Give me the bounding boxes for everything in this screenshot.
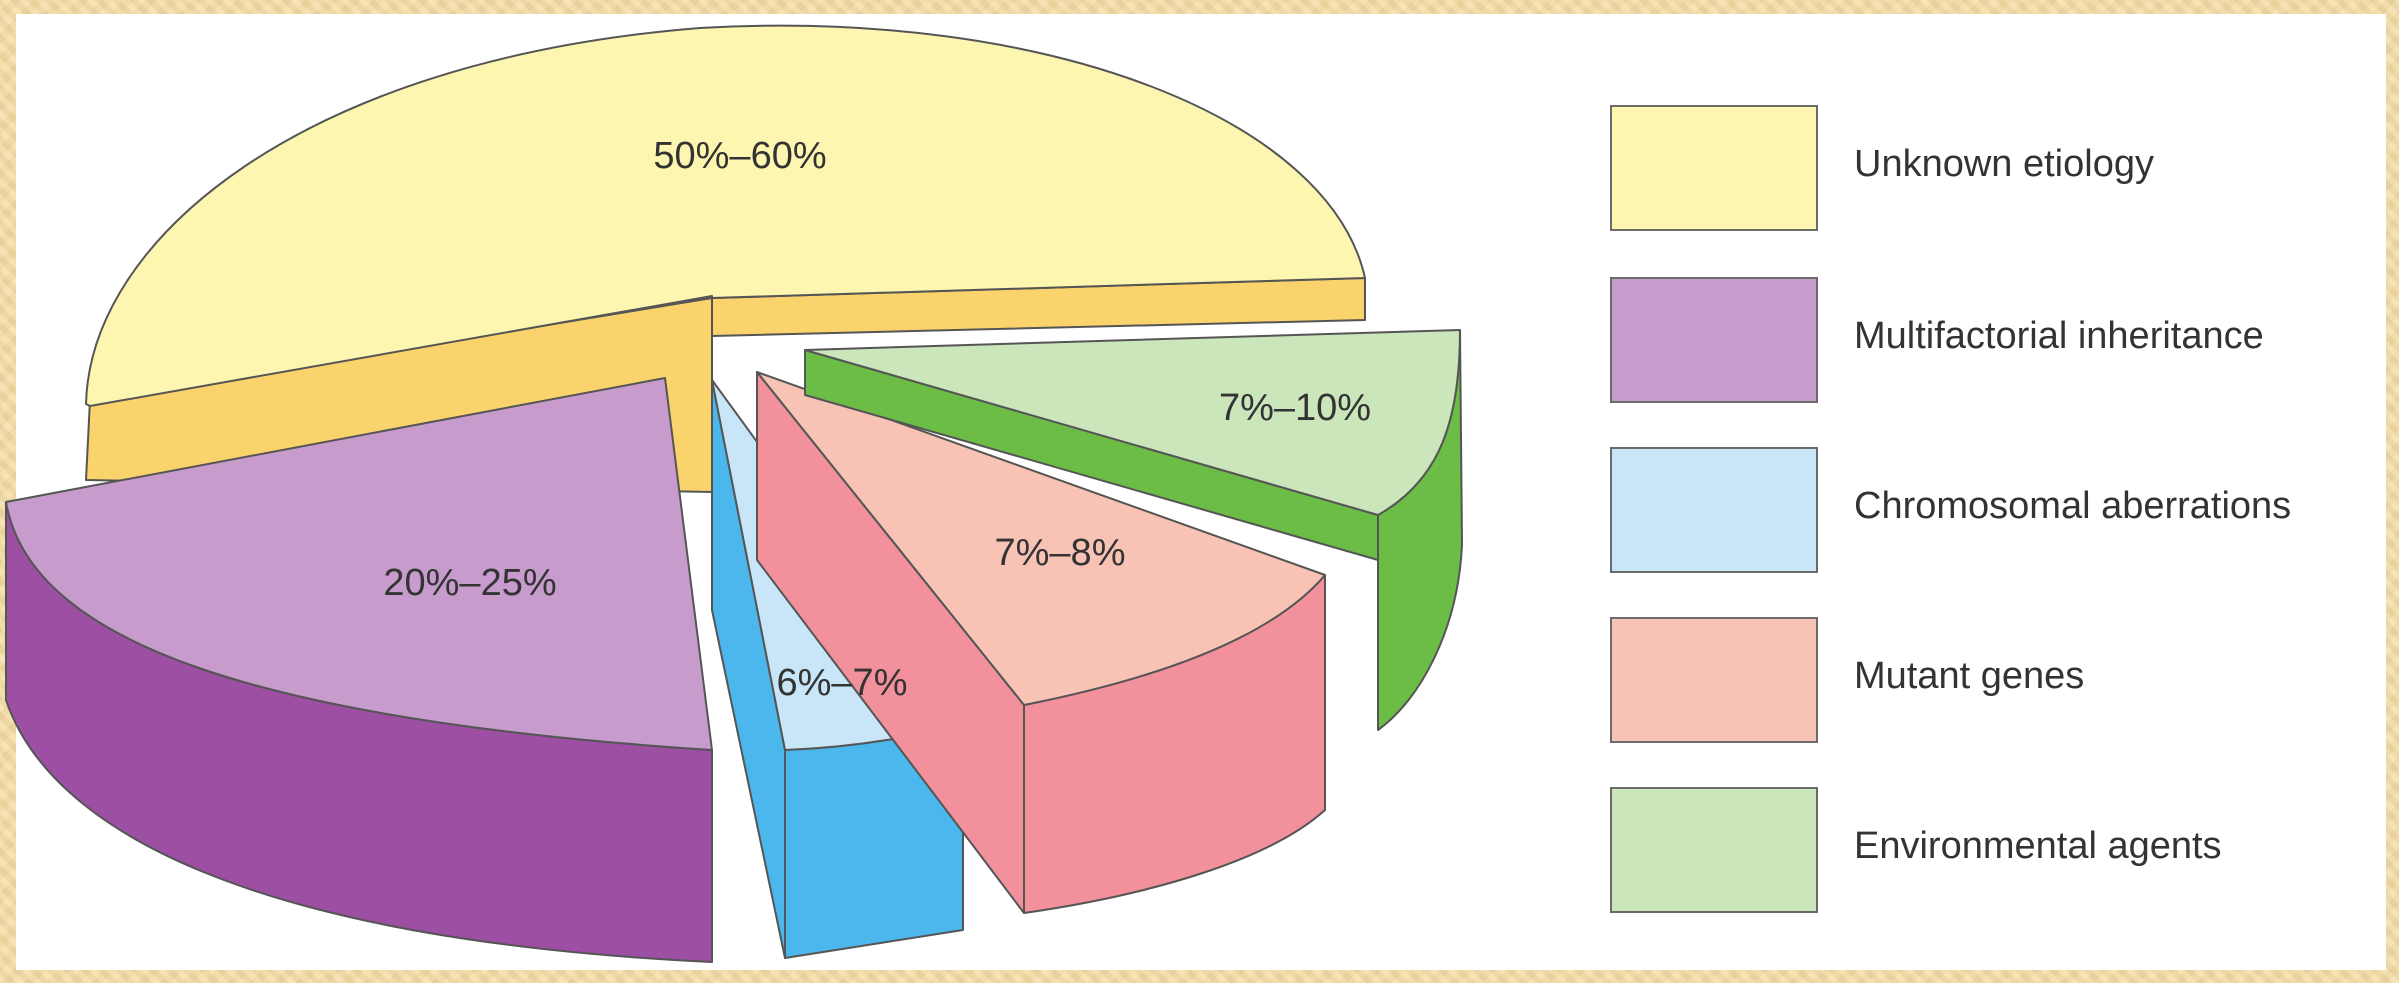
pie-slice-mutant-genes [756,371,1326,914]
legend-swatch [1610,277,1818,403]
slice-label-unknown-etiology: 50%–60% [653,135,826,177]
slice-labels: 50%–60% 20%–25% 6%–7% 7%–8% 7%–10% [383,135,1371,704]
slice-label-environmental-agents: 7%–10% [1219,387,1371,429]
legend-item-mutant-genes: Mutant genes [1610,617,2390,747]
slice-top-face [5,377,713,751]
slice-label-mutant-genes: 7%–8% [995,532,1126,574]
pie-slices [5,24,1463,963]
slice-top-face [756,371,1326,706]
pie-slice-environmental-agents [804,329,1463,731]
legend-swatch [1610,447,1818,573]
legend-label: Multifactorial inheritance [1854,315,2264,357]
legend-label: Mutant genes [1854,655,2085,697]
slice-top-face [804,329,1461,516]
legend-label: Unknown etiology [1854,143,2154,185]
slice-top-face [85,24,1366,407]
legend-item-environmental-agents: Environmental agents [1610,787,2390,917]
legend-swatch [1610,787,1818,913]
legend-item-unknown-etiology: Unknown etiology [1610,105,2390,235]
legend-swatch [1610,617,1818,743]
legend-item-multifactorial-inheritance: Multifactorial inheritance [1610,277,2390,407]
legend-label: Chromosomal aberrations [1854,485,2292,527]
slice-label-multifactorial-inheritance: 20%–25% [383,562,556,604]
legend-item-chromosomal-aberrations: Chromosomal aberrations [1610,447,2390,577]
legend-swatch [1610,105,1818,231]
pie-slice-multifactorial-inheritance [5,377,713,963]
legend-label: Environmental agents [1854,825,2222,867]
slice-label-chromosomal-aberrations: 6%–7% [777,662,908,704]
